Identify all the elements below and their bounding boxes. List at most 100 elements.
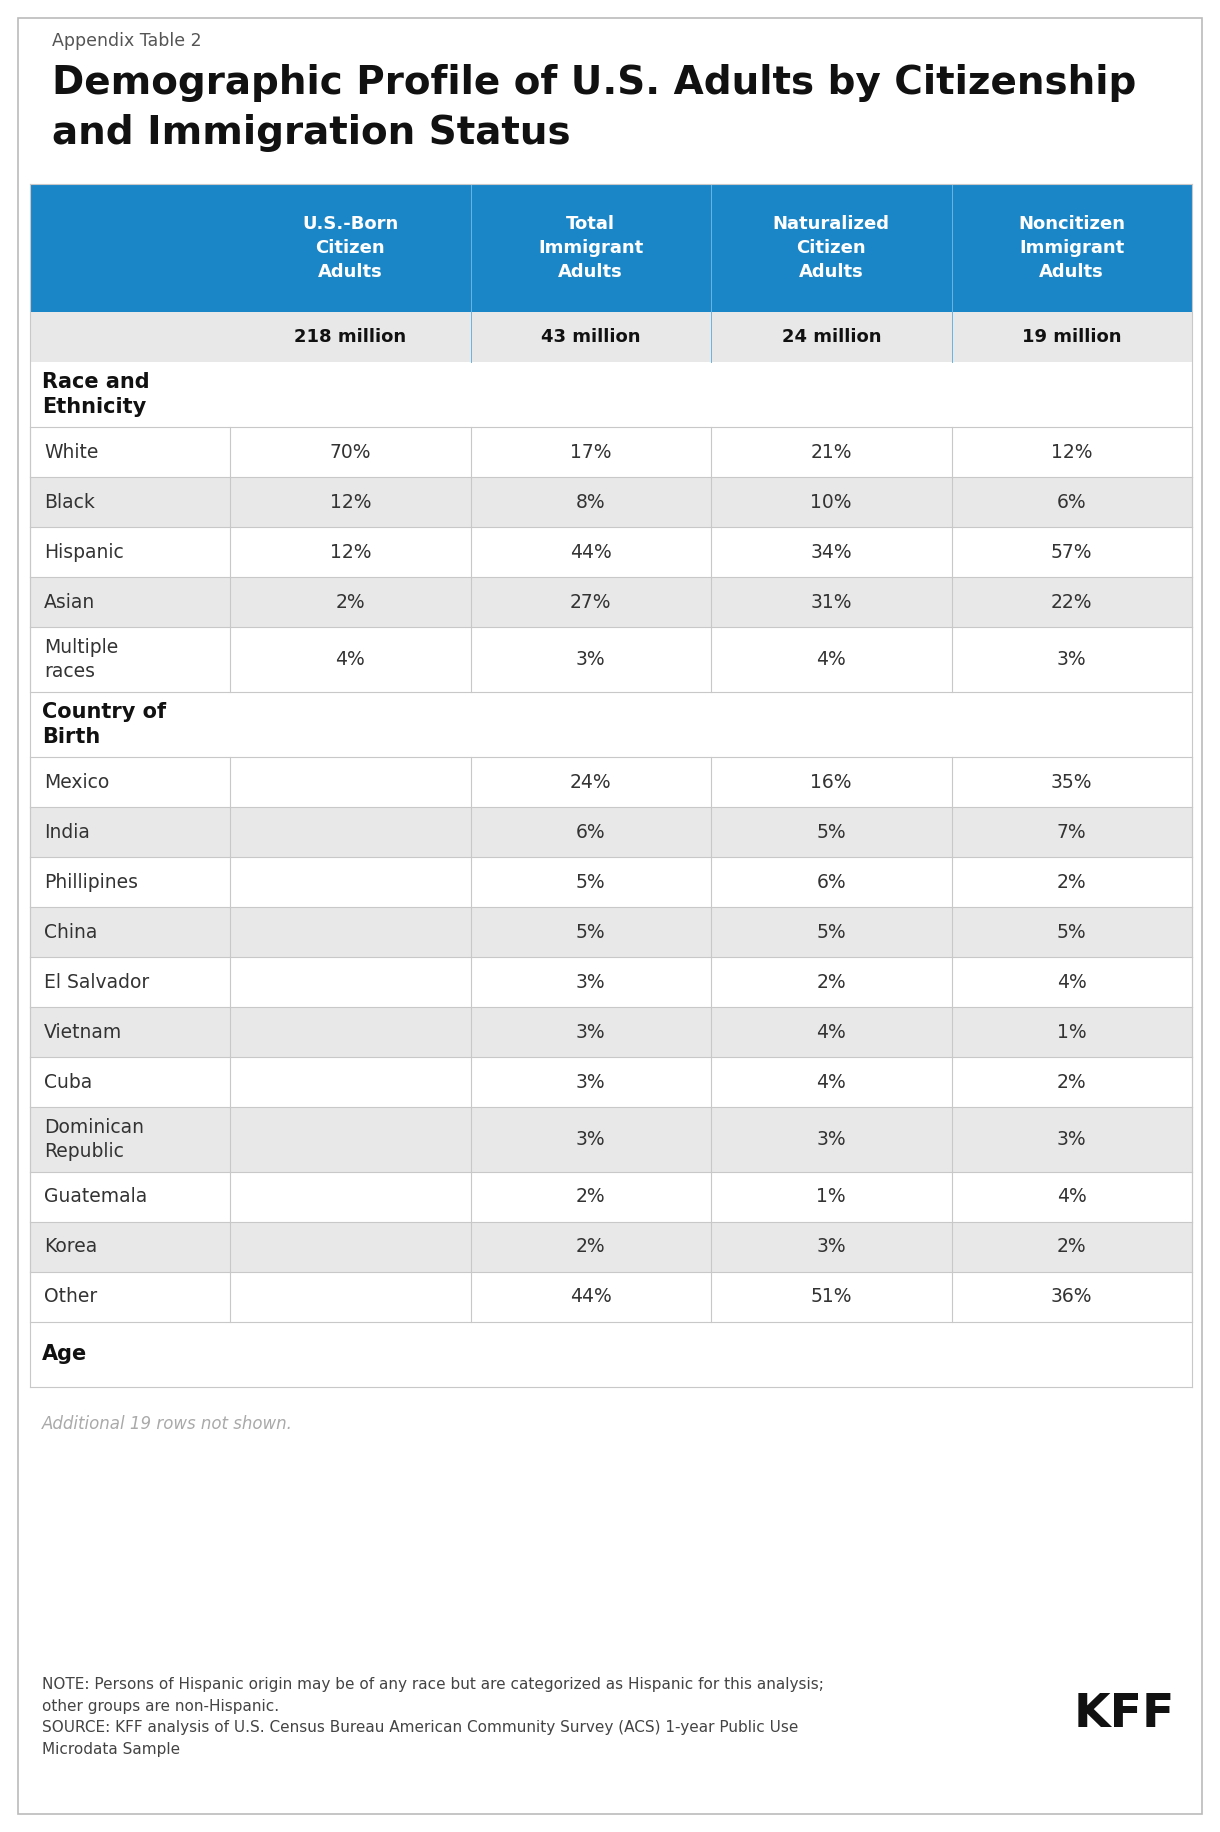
Text: 3%: 3% (576, 973, 605, 991)
Text: 2%: 2% (336, 592, 365, 612)
Text: Korea: Korea (44, 1237, 98, 1257)
Text: Total
Immigrant
Adults: Total Immigrant Adults (538, 214, 643, 282)
Text: Age: Age (41, 1345, 88, 1365)
FancyBboxPatch shape (30, 857, 1192, 907)
Text: 10%: 10% (810, 493, 852, 511)
Text: 3%: 3% (576, 650, 605, 669)
FancyBboxPatch shape (30, 311, 1192, 363)
Text: Vietnam: Vietnam (44, 1022, 122, 1042)
Text: Additional 19 rows not shown.: Additional 19 rows not shown. (41, 1414, 293, 1433)
FancyBboxPatch shape (30, 627, 1192, 692)
Text: 4%: 4% (816, 650, 847, 669)
FancyBboxPatch shape (30, 956, 1192, 1008)
Text: 31%: 31% (810, 592, 852, 612)
FancyBboxPatch shape (30, 577, 1192, 627)
Text: 2%: 2% (576, 1237, 605, 1257)
Text: 5%: 5% (816, 923, 845, 942)
Text: Appendix Table 2: Appendix Table 2 (52, 31, 201, 49)
Text: 5%: 5% (1057, 923, 1087, 942)
Text: 4%: 4% (336, 650, 365, 669)
Text: 12%: 12% (1050, 443, 1092, 462)
Text: 16%: 16% (810, 773, 852, 791)
Text: 5%: 5% (816, 823, 845, 841)
Text: 51%: 51% (810, 1288, 852, 1306)
Text: 3%: 3% (576, 1022, 605, 1042)
Text: 21%: 21% (810, 443, 852, 462)
Text: 2%: 2% (1057, 1072, 1087, 1092)
FancyBboxPatch shape (30, 528, 1192, 577)
Text: Demographic Profile of U.S. Adults by Citizenship: Demographic Profile of U.S. Adults by Ci… (52, 64, 1136, 103)
Text: 4%: 4% (1057, 973, 1087, 991)
FancyBboxPatch shape (30, 183, 1192, 311)
Text: 4%: 4% (816, 1022, 847, 1042)
FancyBboxPatch shape (30, 1107, 1192, 1172)
Text: White: White (44, 443, 99, 462)
Text: 2%: 2% (1057, 1237, 1087, 1257)
Text: 3%: 3% (816, 1237, 845, 1257)
Text: Asian: Asian (44, 592, 95, 612)
Text: KFF: KFF (1074, 1693, 1175, 1737)
Text: 12%: 12% (329, 493, 371, 511)
Text: 6%: 6% (816, 872, 845, 892)
FancyBboxPatch shape (30, 1222, 1192, 1271)
Text: 3%: 3% (576, 1130, 605, 1149)
Text: 2%: 2% (816, 973, 845, 991)
Text: 218 million: 218 million (294, 328, 406, 346)
Text: 44%: 44% (570, 1288, 611, 1306)
Text: 17%: 17% (570, 443, 611, 462)
Text: Cuba: Cuba (44, 1072, 93, 1092)
Text: 5%: 5% (576, 872, 605, 892)
FancyBboxPatch shape (30, 427, 1192, 476)
FancyBboxPatch shape (30, 476, 1192, 528)
Text: 6%: 6% (1057, 493, 1087, 511)
Text: 24 million: 24 million (782, 328, 881, 346)
Text: 4%: 4% (1057, 1187, 1087, 1207)
Text: 19 million: 19 million (1022, 328, 1121, 346)
FancyBboxPatch shape (30, 692, 1192, 757)
FancyBboxPatch shape (30, 907, 1192, 956)
FancyBboxPatch shape (30, 1172, 1192, 1222)
FancyBboxPatch shape (30, 363, 1192, 427)
Text: 57%: 57% (1050, 542, 1092, 561)
Text: Phillipines: Phillipines (44, 872, 138, 892)
Text: U.S.-Born
Citizen
Adults: U.S.-Born Citizen Adults (303, 214, 399, 282)
Text: 6%: 6% (576, 823, 605, 841)
FancyBboxPatch shape (30, 1057, 1192, 1107)
Text: 3%: 3% (576, 1072, 605, 1092)
Text: El Salvador: El Salvador (44, 973, 149, 991)
Text: Other: Other (44, 1288, 98, 1306)
Text: Noncitizen
Immigrant
Adults: Noncitizen Immigrant Adults (1019, 214, 1125, 282)
Text: 22%: 22% (1050, 592, 1092, 612)
Text: 4%: 4% (816, 1072, 847, 1092)
Text: 44%: 44% (570, 542, 611, 561)
FancyBboxPatch shape (30, 1271, 1192, 1323)
Text: India: India (44, 823, 90, 841)
Text: 3%: 3% (1057, 1130, 1087, 1149)
FancyBboxPatch shape (30, 757, 1192, 808)
Text: Race and
Ethnicity: Race and Ethnicity (41, 372, 150, 418)
Text: 1%: 1% (1057, 1022, 1087, 1042)
Text: 1%: 1% (816, 1187, 845, 1207)
Text: Country of
Birth: Country of Birth (41, 702, 166, 747)
FancyBboxPatch shape (30, 1008, 1192, 1057)
Text: 36%: 36% (1050, 1288, 1092, 1306)
Text: Dominican
Republic: Dominican Republic (44, 1118, 144, 1161)
Text: Hispanic: Hispanic (44, 542, 123, 561)
Text: Naturalized
Citizen
Adults: Naturalized Citizen Adults (772, 214, 889, 282)
Text: 12%: 12% (329, 542, 371, 561)
FancyBboxPatch shape (30, 808, 1192, 857)
Text: 27%: 27% (570, 592, 611, 612)
Text: China: China (44, 923, 98, 942)
Text: 8%: 8% (576, 493, 605, 511)
Text: 2%: 2% (576, 1187, 605, 1207)
Text: Black: Black (44, 493, 95, 511)
Text: Mexico: Mexico (44, 773, 110, 791)
FancyBboxPatch shape (30, 1323, 1192, 1387)
Text: and Immigration Status: and Immigration Status (52, 114, 571, 152)
Text: 3%: 3% (816, 1130, 845, 1149)
Text: 7%: 7% (1057, 823, 1087, 841)
Text: 2%: 2% (1057, 872, 1087, 892)
Text: 70%: 70% (329, 443, 371, 462)
Text: 34%: 34% (810, 542, 852, 561)
Text: 24%: 24% (570, 773, 611, 791)
